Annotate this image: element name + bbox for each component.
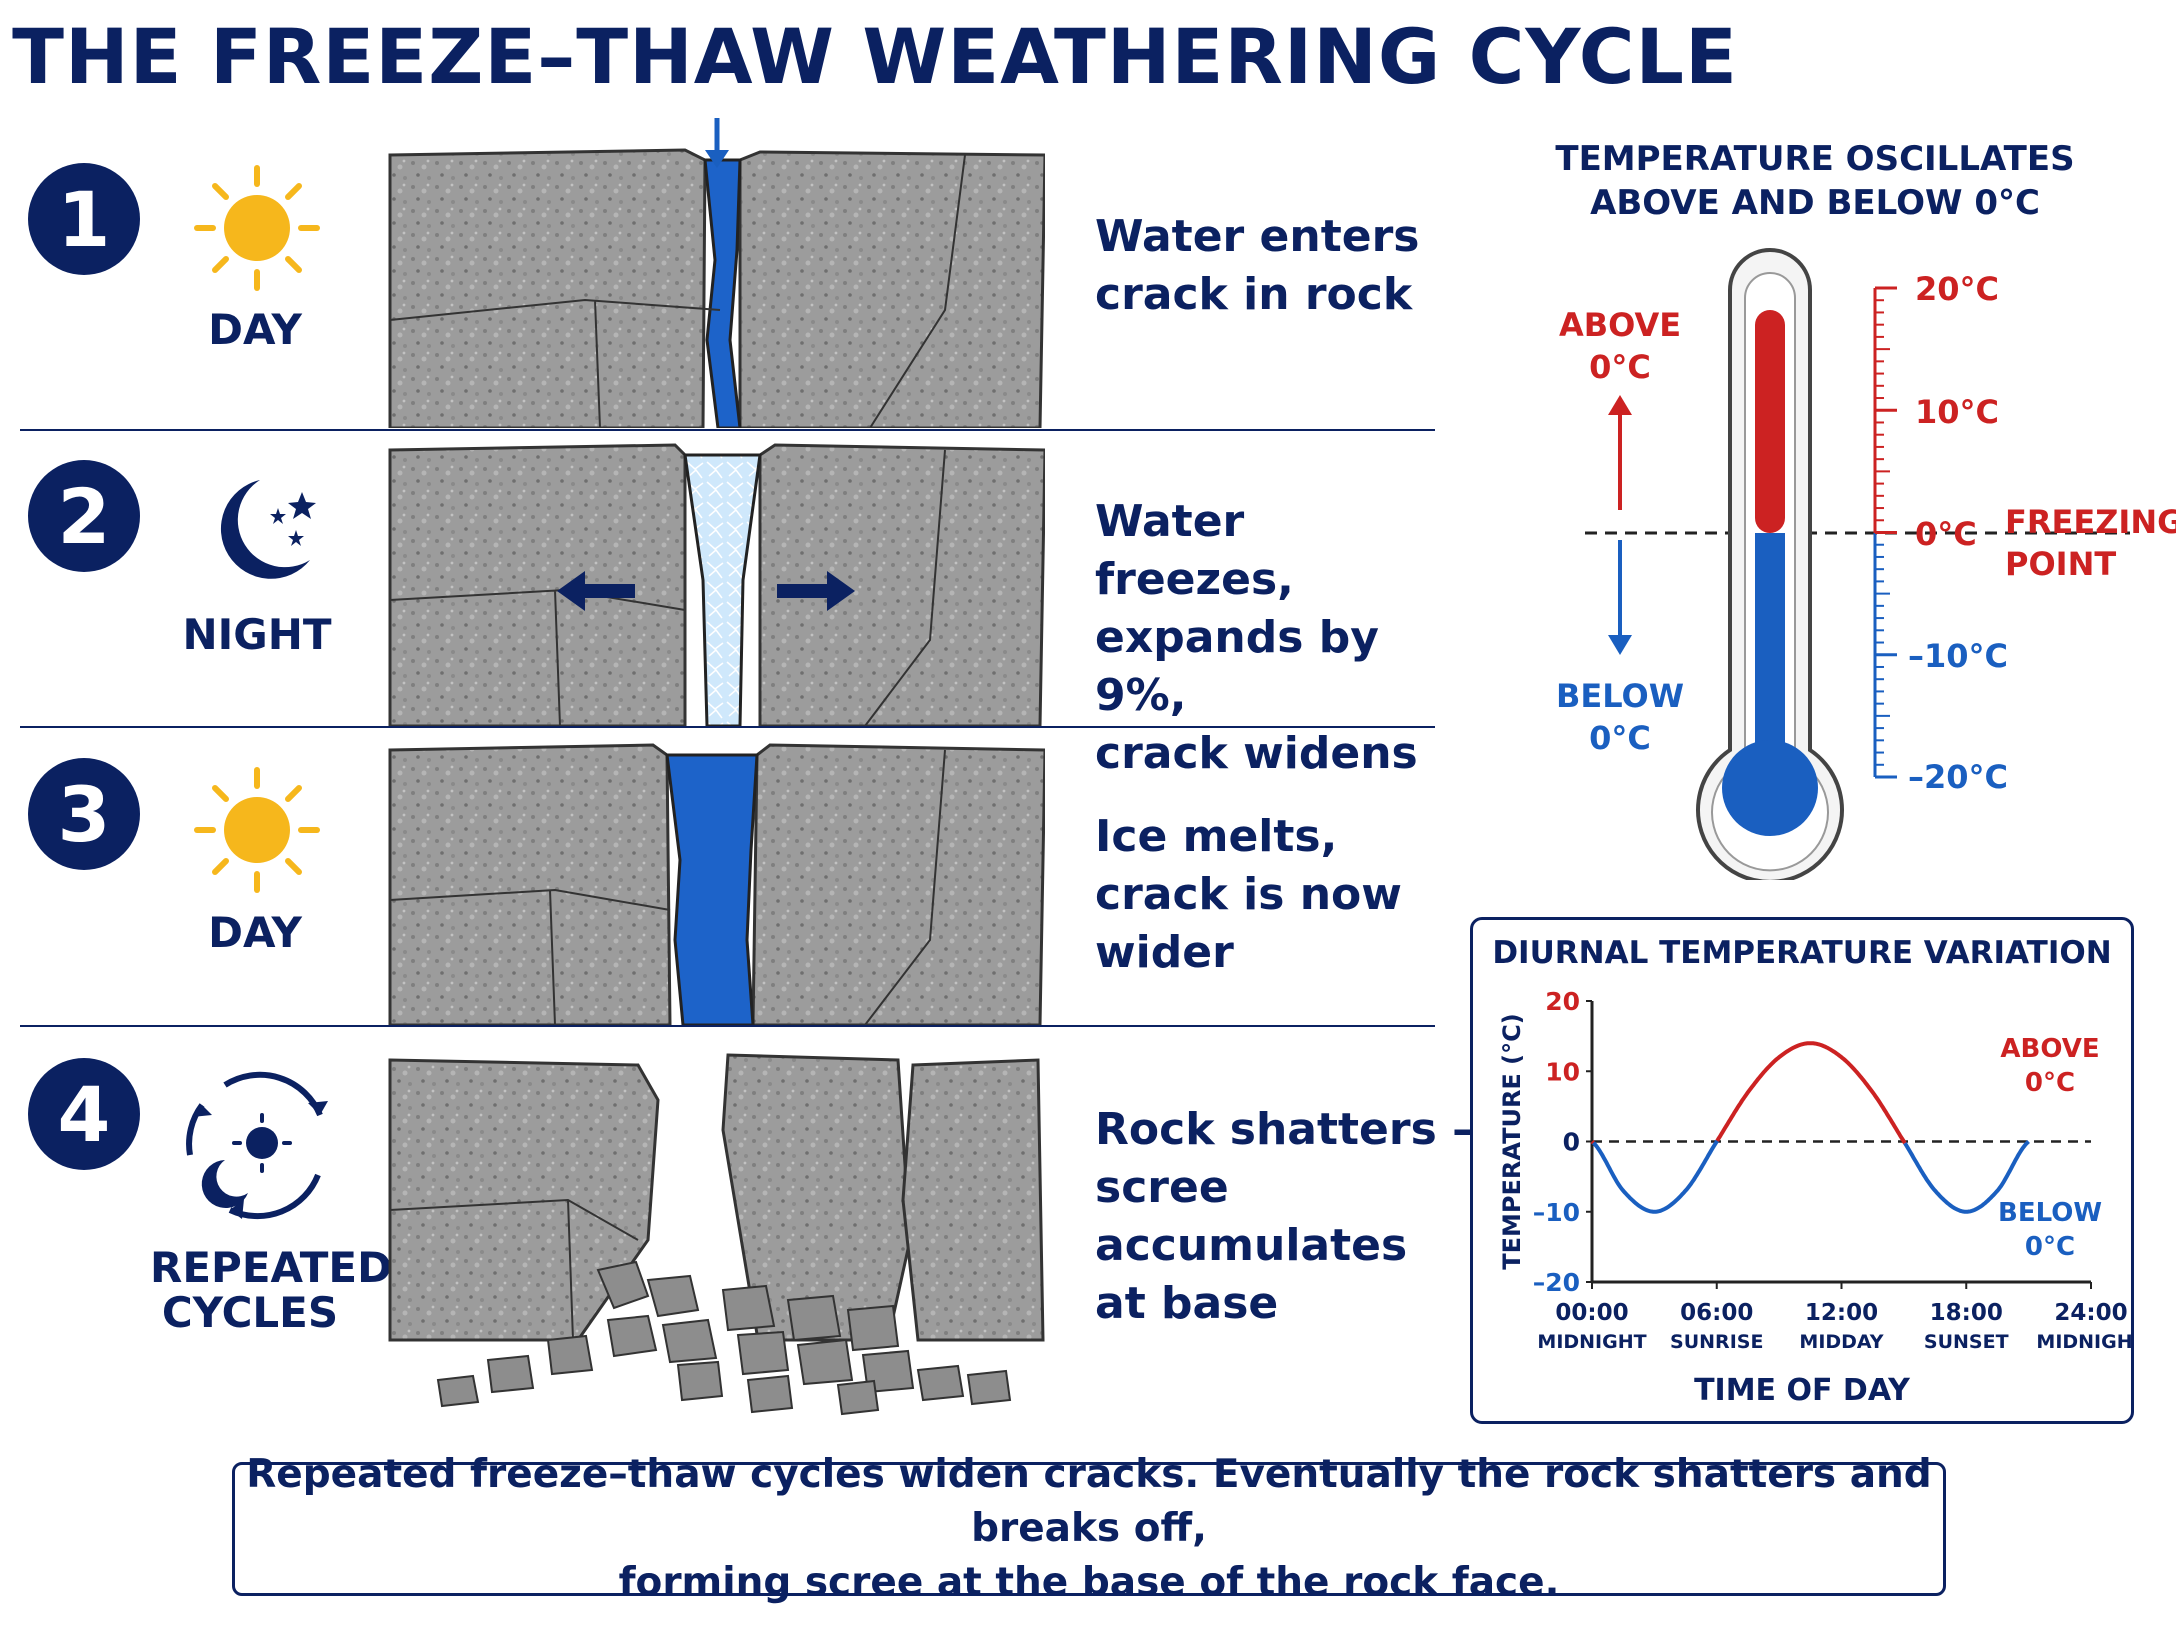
y-tick-label: 0 (1563, 1128, 1580, 1157)
page-title: THE FREEZE–THAW WEATHERING CYCLE (12, 12, 1738, 101)
expand-arrow-right (777, 571, 855, 611)
thermometer-fill-warm (1755, 310, 1785, 533)
desc-line: scree accumulates (1095, 1162, 1408, 1272)
step-3-badge: 3 (28, 758, 140, 870)
step-3-label: DAY (208, 908, 302, 957)
label-line: ABOVE (2000, 1034, 2100, 1064)
label-line: FREEZING (2005, 503, 2176, 541)
below-zero-label: BELOW 0°C (1540, 676, 1700, 759)
step-1-badge: 1 (28, 163, 140, 275)
y-tick-label: 20 (1545, 987, 1580, 1016)
label-line: 0°C (2024, 1067, 2076, 1098)
thermometer-title-line: TEMPERATURE OSCILLATES (1555, 139, 2075, 179)
x-tick-label: 12:00 (1805, 1300, 1878, 1326)
y-axis-label: TEMPERATURE (°C) (1498, 1013, 1526, 1269)
label-line: 0°C (1589, 347, 1651, 386)
freezing-point-label: FREEZING POINT (2005, 502, 2176, 585)
label-line: 0°C (2024, 1231, 2076, 1262)
step-2-label: NIGHT (182, 610, 332, 659)
x-tick-label: 00:00 (1555, 1300, 1628, 1326)
desc-line: crack is now wider (1095, 869, 1402, 979)
above-zero-label: ABOVE 0°C (1540, 305, 1700, 388)
desc-line: crack widens (1095, 728, 1418, 780)
y-tick-label: –20 (1533, 1268, 1580, 1297)
expand-arrow-left (557, 571, 635, 611)
thermometer (1585, 248, 2130, 880)
thermometer-fill-cold (1755, 533, 1785, 778)
sun-icon (194, 767, 320, 893)
rock-crack-wider (388, 743, 1045, 1025)
rock-crack-water (388, 118, 1045, 428)
tick-label: 20°C (1915, 270, 2000, 308)
desc-line: crack in rock (1095, 269, 1413, 321)
summary-line: Repeated freeze–thaw cycles widen cracks… (246, 1452, 1932, 1552)
curve-below-zero (1903, 1140, 2030, 1214)
step-2-badge: 2 (28, 460, 140, 572)
curve-below-zero (1592, 1139, 1719, 1214)
x-tick-sublabel: MIDNIGHT (1537, 1331, 1646, 1353)
y-tick-label: 10 (1545, 1057, 1580, 1086)
tick-label: –20°C (1908, 758, 2009, 796)
x-tick-label: 24:00 (2054, 1300, 2127, 1326)
summary-box: Repeated freeze–thaw cycles widen cracks… (232, 1452, 1946, 1605)
y-tick-label: –10 (1533, 1198, 1580, 1227)
label-line: POINT (2005, 544, 2117, 583)
x-axis-label: TIME OF DAY (1694, 1373, 1910, 1408)
label-line: 0°C (1589, 718, 1651, 757)
x-tick-sublabel: MIDDAY (1799, 1331, 1883, 1353)
step-4-description: Rock shatters – scree accumulates at bas… (1095, 1101, 1475, 1333)
x-tick-label: 06:00 (1680, 1300, 1753, 1326)
divider (20, 726, 1435, 728)
curve-above-zero (1715, 1041, 1907, 1145)
label-line: CYCLES (161, 1288, 339, 1338)
desc-line: expands by 9%, (1095, 612, 1379, 722)
desc-line: Rock shatters – (1095, 1104, 1475, 1155)
step-4-badge: 4 (28, 1058, 140, 1170)
rock-shattered-scree (388, 1053, 1045, 1416)
divider (20, 1025, 1435, 1027)
tick-label: 10°C (1915, 393, 2000, 431)
desc-line: Water freezes, (1095, 496, 1294, 606)
chart-below-label: BELOW 0°C (1990, 1197, 2110, 1265)
tick-label: –10°C (1908, 637, 2009, 675)
rock-crack-ice (388, 443, 1045, 726)
step-1-label: DAY (208, 305, 302, 354)
desc-line: Water enters (1095, 211, 1420, 262)
curve-above-zero (1590, 1139, 1595, 1145)
chart-title: DIURNAL TEMPERATURE VARIATION (1492, 935, 2112, 971)
label-line: BELOW (1998, 1198, 2102, 1228)
diurnal-chart-panel (1470, 917, 2134, 1424)
thermometer-title-line: ABOVE AND BELOW 0°C (1590, 183, 2040, 224)
label-line: ABOVE (1558, 306, 1682, 344)
sun-icon (194, 165, 320, 291)
x-tick-label: 18:00 (1930, 1300, 2003, 1326)
step-1-description: Water enters crack in rock (1095, 208, 1455, 324)
desc-line: at base (1095, 1278, 1279, 1330)
x-tick-sublabel: SUNSET (1924, 1331, 2009, 1353)
cycle-icon (186, 1071, 328, 1220)
x-tick-sublabel: SUNRISE (1670, 1331, 1763, 1353)
label-line: BELOW (1556, 677, 1684, 715)
x-tick-sublabel: MIDNIGHT (2036, 1331, 2134, 1353)
tick-label: 0°C (1915, 515, 1977, 553)
step-3-description: Ice melts, crack is now wider (1095, 808, 1475, 982)
moon-stars-icon (220, 480, 316, 579)
chart-above-label: ABOVE 0°C (1990, 1033, 2110, 1101)
thermometer-title: TEMPERATURE OSCILLATES ABOVE AND BELOW 0… (1555, 137, 2075, 225)
summary-line: forming scree at the base of the rock fa… (618, 1559, 1560, 1605)
divider (20, 429, 1435, 431)
desc-line: Ice melts, (1095, 811, 1338, 862)
step-2-description: Water freezes, expands by 9%, crack wide… (1095, 493, 1455, 783)
